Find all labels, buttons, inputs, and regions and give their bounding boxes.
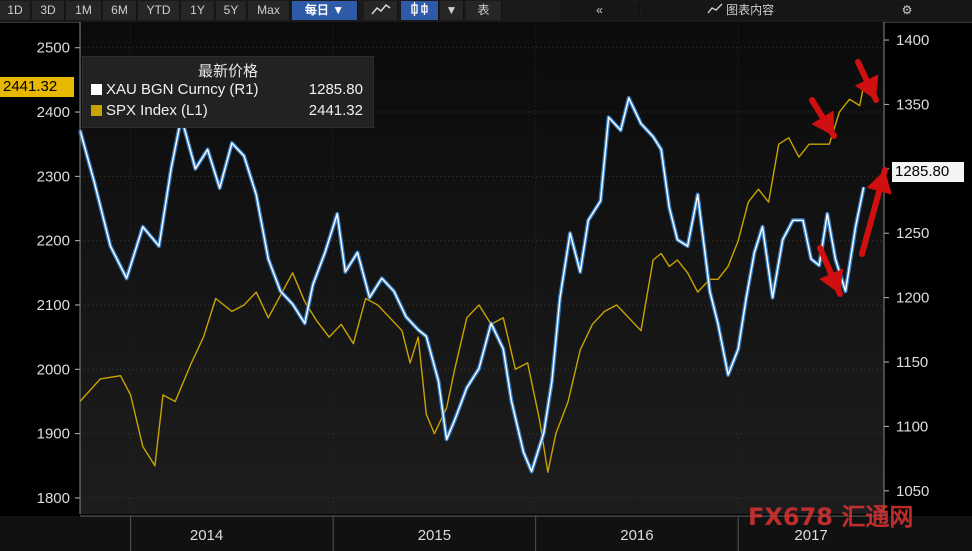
back-button[interactable]: « <box>560 1 640 20</box>
arrow-spx-down-2 <box>854 59 879 103</box>
frequency-dropdown[interactable]: 每日 ▼ <box>292 1 358 20</box>
period-1m-button[interactable]: 1M <box>66 1 102 20</box>
legend-spx-swatch <box>91 105 102 116</box>
arrow-gold-down-head <box>819 268 844 294</box>
chart-toolbar: 1D 3D 1M 6M YTD 1Y 5Y Max 每日 ▼ ▼ 表 « 图表内… <box>0 0 972 23</box>
arrow-spx-down-1-head <box>811 110 834 136</box>
arrow-spx-down-2-head <box>854 74 879 100</box>
right-tick-label-1200: 1200 <box>896 290 929 307</box>
period-3d-button[interactable]: 3D <box>32 1 65 20</box>
legend-title: 最新价格 <box>197 63 258 80</box>
series-line-gold <box>79 97 865 473</box>
left-tick-label-1900: 1900 <box>37 426 70 443</box>
left-tick-label-1800: 1800 <box>37 490 70 507</box>
legend-gold-swatch <box>91 84 102 95</box>
right-tick-label-1350: 1350 <box>896 96 929 113</box>
legend-gold-label: XAU BGN Curncy (R1) <box>106 81 259 98</box>
gear-icon: ⚙ <box>901 3 913 17</box>
left-tick-label-2100: 2100 <box>37 297 70 314</box>
gold-last-value-tag: 1285.80 <box>892 162 964 182</box>
chart-content-icon <box>707 3 723 14</box>
arrow-spx-down-1 <box>809 97 837 139</box>
period-6m-button[interactable]: 6M <box>103 1 137 20</box>
line-chart-icon <box>370 3 390 15</box>
right-tick-label-1250: 1250 <box>896 225 929 242</box>
legend-spx-label: SPX Index (L1) <box>106 102 208 119</box>
x-tick-label-2017: 2017 <box>794 527 827 544</box>
arrow-gold-up-head <box>866 170 892 195</box>
candle-chart-button[interactable] <box>401 1 439 20</box>
right-tick-label-1150: 1150 <box>896 354 928 371</box>
x-axis-band <box>0 516 972 551</box>
chart-type-dropdown[interactable]: ▼ <box>440 1 464 20</box>
candle-icon <box>410 2 428 16</box>
spx-last-value-tag: 2441.32 <box>0 77 74 97</box>
double-left-icon: « <box>596 3 603 17</box>
watermark: FX678 汇通网 <box>748 503 914 531</box>
period-ytd-button[interactable]: YTD <box>138 1 180 20</box>
left-tick-label-2300: 2300 <box>37 168 70 185</box>
arrow-gold-up <box>859 167 892 257</box>
period-max-button[interactable]: Max <box>248 1 290 20</box>
legend-gold-row: XAU BGN Curncy (R1) 1285.80 <box>91 81 367 98</box>
left-tick-label-2200: 2200 <box>37 233 70 250</box>
x-tick-label-2016: 2016 <box>620 527 653 544</box>
right-tick-label-1050: 1050 <box>896 483 929 500</box>
legend-spx-value: 2441.32 <box>308 102 363 119</box>
table-button[interactable]: 表 <box>466 1 502 20</box>
chart-content-button[interactable]: 图表内容 <box>641 1 841 20</box>
x-tick-label-2014: 2014 <box>190 527 223 544</box>
series-layer <box>78 85 866 474</box>
axes: 1800 1900 2000 2100 2200 2300 2400 2500 1050 1100… <box>0 22 972 551</box>
period-1y-button[interactable]: 1Y <box>181 1 215 20</box>
left-tick-label-2500: 2500 <box>37 40 70 57</box>
left-tick-label-2400: 2400 <box>37 104 70 121</box>
right-tick-label-1400: 1400 <box>896 32 929 49</box>
period-1d-button[interactable]: 1D <box>0 1 31 20</box>
legend-gold-value: 1285.80 <box>308 81 363 98</box>
annotation-arrows <box>809 59 892 297</box>
arrow-gold-down <box>817 245 844 297</box>
settings-button[interactable]: ⚙ <box>842 1 972 20</box>
chart-content-label: 图表内容 <box>726 3 775 17</box>
legend-spx-row: SPX Index (L1) 2441.32 <box>91 102 367 119</box>
line-chart-button[interactable] <box>364 1 398 20</box>
left-tick-label-2000: 2000 <box>37 361 70 378</box>
period-5y-button[interactable]: 5Y <box>216 1 247 20</box>
right-tick-label-1100: 1100 <box>896 418 928 435</box>
x-tick-label-2015: 2015 <box>418 527 451 544</box>
legend-box: 最新价格 XAU BGN Curncy (R1) 1285.80 SPX Ind… <box>82 56 374 128</box>
series-line-spx <box>79 85 865 473</box>
